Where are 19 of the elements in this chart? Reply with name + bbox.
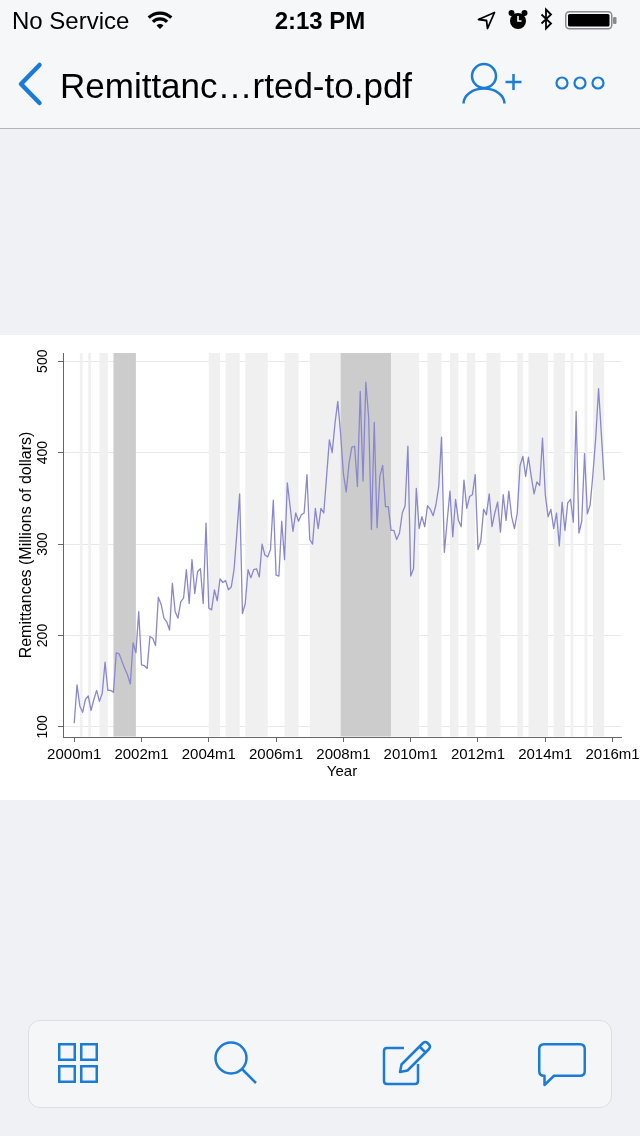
- y-axis-title: Remittances (Millions of dollars): [17, 431, 35, 659]
- chart-title: Remittanc…rted-to.pdf: [60, 66, 413, 105]
- x-tick-label: 2012m1: [450, 745, 506, 763]
- y-tick-label: 100: [34, 715, 51, 739]
- y-tick-label: 400: [34, 440, 51, 465]
- text: No Service: [12, 7, 130, 34]
- text: 2:13 PM: [274, 7, 366, 34]
- x-tick-label: 2010m1: [383, 745, 438, 763]
- x-tick-label: 2002m1: [114, 745, 169, 763]
- x-tick-label: 2014m1: [518, 745, 573, 763]
- x-tick-label: 2008m1: [316, 745, 371, 763]
- x-axis-title: Year: [326, 762, 358, 780]
- x-tick-label: 2016m1: [585, 745, 640, 763]
- y-tick-label: 300: [34, 532, 51, 556]
- x-tick-label: 2000m1: [47, 745, 102, 763]
- y-tick-label: 200: [34, 623, 51, 648]
- x-tick-label: 2006m1: [249, 745, 304, 763]
- y-tick-label: 500: [34, 349, 51, 373]
- x-tick-label: 2004m1: [181, 745, 236, 763]
